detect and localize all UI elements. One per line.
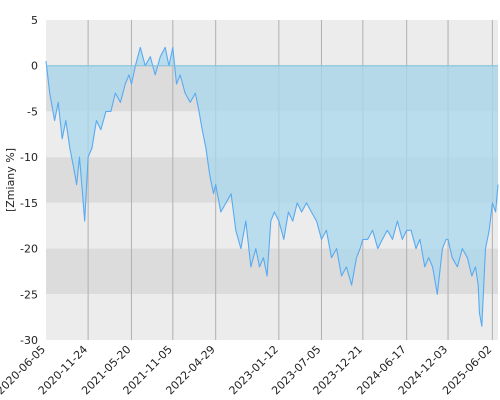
grid-band	[46, 20, 498, 66]
y-tick-label: 5	[31, 14, 38, 27]
y-tick-label: 0	[31, 60, 38, 73]
series-line	[45, 46, 499, 327]
y-tick-label: -30	[20, 334, 38, 347]
x-tick-labels: 2020-06-052020-11-242021-05-202021-11-05…	[0, 343, 494, 397]
y-tick-label: -5	[27, 105, 38, 118]
series-lines	[45, 46, 499, 327]
y-tick-labels: 5 0 -5 -10 -15 -20 -25 -30	[20, 14, 38, 347]
series-area	[46, 47, 498, 327]
y-tick-label: -25	[20, 288, 38, 301]
y-axis-label: [Zmiany %]	[4, 148, 17, 212]
y-tick-label: -20	[20, 243, 38, 256]
area-fill	[46, 47, 498, 327]
y-tick-label: -15	[20, 197, 38, 210]
grid-band	[46, 294, 498, 340]
y-tick-label: -10	[20, 151, 38, 164]
